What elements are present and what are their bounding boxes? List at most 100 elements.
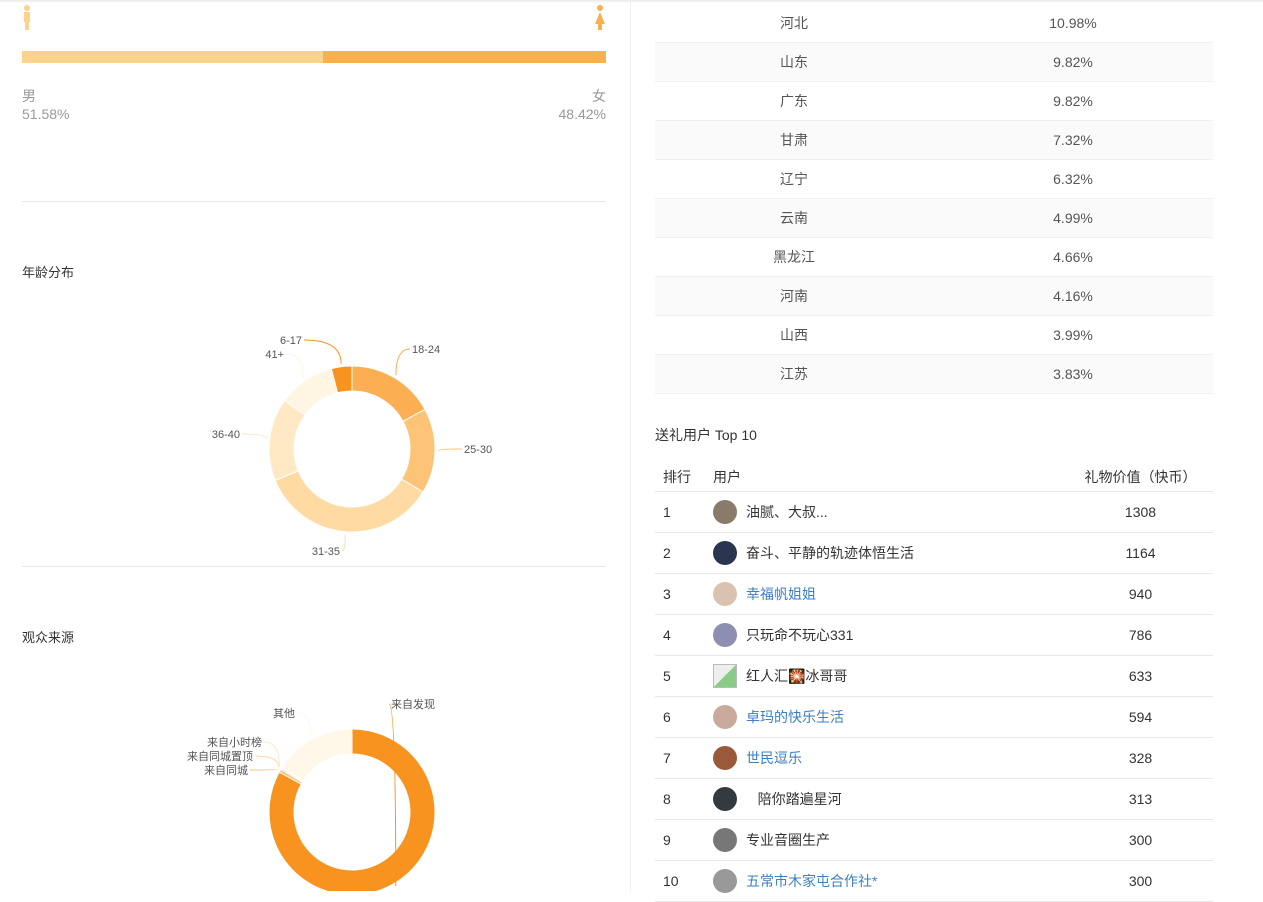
slice-label: 25-30 <box>464 444 492 456</box>
user-name: 专业音圈生产 <box>746 832 830 848</box>
province-row: 黑龙江 4.66% <box>655 238 1213 277</box>
header-rank: 排行 <box>663 468 691 485</box>
province-row: 江苏 3.83% <box>655 355 1213 394</box>
province-name: 山西 <box>780 327 808 343</box>
gift-value: 633 <box>1128 668 1153 684</box>
rank: 3 <box>663 586 671 602</box>
label-line <box>285 353 304 379</box>
avatar <box>713 623 737 647</box>
rank: 9 <box>663 832 671 848</box>
label-line <box>437 448 463 452</box>
province-name: 江苏 <box>780 366 808 382</box>
gift-value: 300 <box>1128 873 1153 889</box>
donut-slice[interactable] <box>274 470 424 533</box>
slice-label: 来自同城置顶 <box>187 750 253 763</box>
donut-slice[interactable] <box>281 728 353 782</box>
user-cell: 红人汇🎇冰哥哥 <box>713 664 1068 688</box>
user-name: 陪你踏遍星河 <box>746 791 842 807</box>
avatar <box>713 705 737 729</box>
donut-slice[interactable] <box>351 365 426 423</box>
label-line <box>249 768 278 771</box>
female-bar <box>323 51 606 63</box>
age-title: 年龄分布 <box>22 265 75 280</box>
rank: 5 <box>663 668 671 684</box>
province-name: 河南 <box>780 288 808 304</box>
gift-row: 8 陪你踏遍星河 313 <box>655 779 1213 820</box>
user-cell[interactable]: 卓玛的快乐生活 <box>713 705 1068 729</box>
province-percent: 3.99% <box>1053 327 1093 343</box>
user-cell: 奋斗、平静的轨迹体悟生活 <box>713 541 1068 565</box>
user-name[interactable]: 五常市木家屯合作社* <box>746 873 878 889</box>
source-title: 观众来源 <box>22 630 75 645</box>
user-name[interactable]: 幸福帆姐姐 <box>746 586 816 602</box>
label-line <box>254 755 280 768</box>
female-label: 女 <box>592 88 606 104</box>
female-icon <box>595 5 605 30</box>
label-line <box>303 339 342 364</box>
label-line <box>395 348 411 376</box>
user-name[interactable]: 卓玛的快乐生活 <box>746 709 844 725</box>
gift-value: 1308 <box>1124 504 1157 520</box>
province-name: 云南 <box>780 210 808 226</box>
avatar-broken-image-icon <box>713 664 737 688</box>
slice-label: 31-35 <box>312 546 340 558</box>
rank: 10 <box>663 873 679 889</box>
divider <box>22 566 606 567</box>
rank: 1 <box>663 504 671 520</box>
female-percent: 48.42% <box>558 106 606 122</box>
avatar <box>713 500 737 524</box>
gift-value: 313 <box>1128 791 1153 807</box>
province-name: 黑龙江 <box>773 249 815 265</box>
gift-row: 4 只玩命不玩心331 786 <box>655 615 1213 656</box>
donut-slice[interactable] <box>268 399 306 481</box>
rank: 4 <box>663 627 671 643</box>
user-cell[interactable]: 幸福帆姐姐 <box>713 582 1068 606</box>
rank: 7 <box>663 750 671 766</box>
province-percent: 4.16% <box>1053 288 1093 304</box>
province-row: 河北 10.98% <box>655 4 1213 43</box>
province-percent: 9.82% <box>1053 93 1093 109</box>
gift-value: 940 <box>1128 586 1153 602</box>
province-name: 辽宁 <box>780 171 808 187</box>
gift-table-header: 排行 用户 礼物价值（快币） <box>655 462 1213 492</box>
province-row: 云南 4.99% <box>655 199 1213 238</box>
donut-slice[interactable] <box>283 368 339 416</box>
slice-label: 其他 <box>273 707 295 720</box>
slice-label: 来自小时榜 <box>207 735 262 749</box>
gift-row: 1 油腻、大叔... 1308 <box>655 492 1213 533</box>
user-cell[interactable]: 世民逗乐 <box>713 746 1068 770</box>
avatar <box>713 746 737 770</box>
gift-table: 排行 用户 礼物价值（快币） 1 油腻、大叔... 1308 2 奋斗、平静的轨迹体悟生… <box>655 462 1213 902</box>
province-row: 广东 9.82% <box>655 82 1213 121</box>
donut-slice[interactable] <box>268 728 436 891</box>
user-name: 只玩命不玩心331 <box>746 627 854 643</box>
donut-slice[interactable] <box>400 408 436 493</box>
rank: 8 <box>663 791 671 807</box>
label-line <box>263 741 280 766</box>
province-name: 广东 <box>780 93 808 109</box>
slice-label: 6-17 <box>280 335 302 347</box>
gift-row: 2 奋斗、平静的轨迹体悟生活 1164 <box>655 533 1213 574</box>
male-icon <box>24 5 30 30</box>
province-row: 辽宁 6.32% <box>655 160 1213 199</box>
gift-row: 5 红人汇🎇冰哥哥 633 <box>655 656 1213 697</box>
province-name: 甘肃 <box>780 132 808 148</box>
avatar <box>713 541 737 565</box>
user-cell[interactable]: 五常市木家屯合作社* <box>713 869 1068 893</box>
male-label: 男 <box>22 88 36 104</box>
province-percent: 3.83% <box>1053 366 1093 382</box>
province-row: 山东 9.82% <box>655 43 1213 82</box>
slice-label: 18-24 <box>412 344 440 356</box>
user-name: 油腻、大叔... <box>746 504 828 520</box>
avatar <box>713 787 737 811</box>
gift-value: 594 <box>1128 709 1153 725</box>
slice-label: 41+ <box>265 349 284 361</box>
rank: 6 <box>663 709 671 725</box>
header-user: 用户 <box>713 468 741 485</box>
province-row: 甘肃 7.32% <box>655 121 1213 160</box>
province-percent: 4.99% <box>1053 210 1093 226</box>
avatar <box>713 869 737 893</box>
gift-value: 328 <box>1128 750 1153 766</box>
user-name[interactable]: 世民逗乐 <box>746 750 802 766</box>
label-line <box>388 703 397 887</box>
